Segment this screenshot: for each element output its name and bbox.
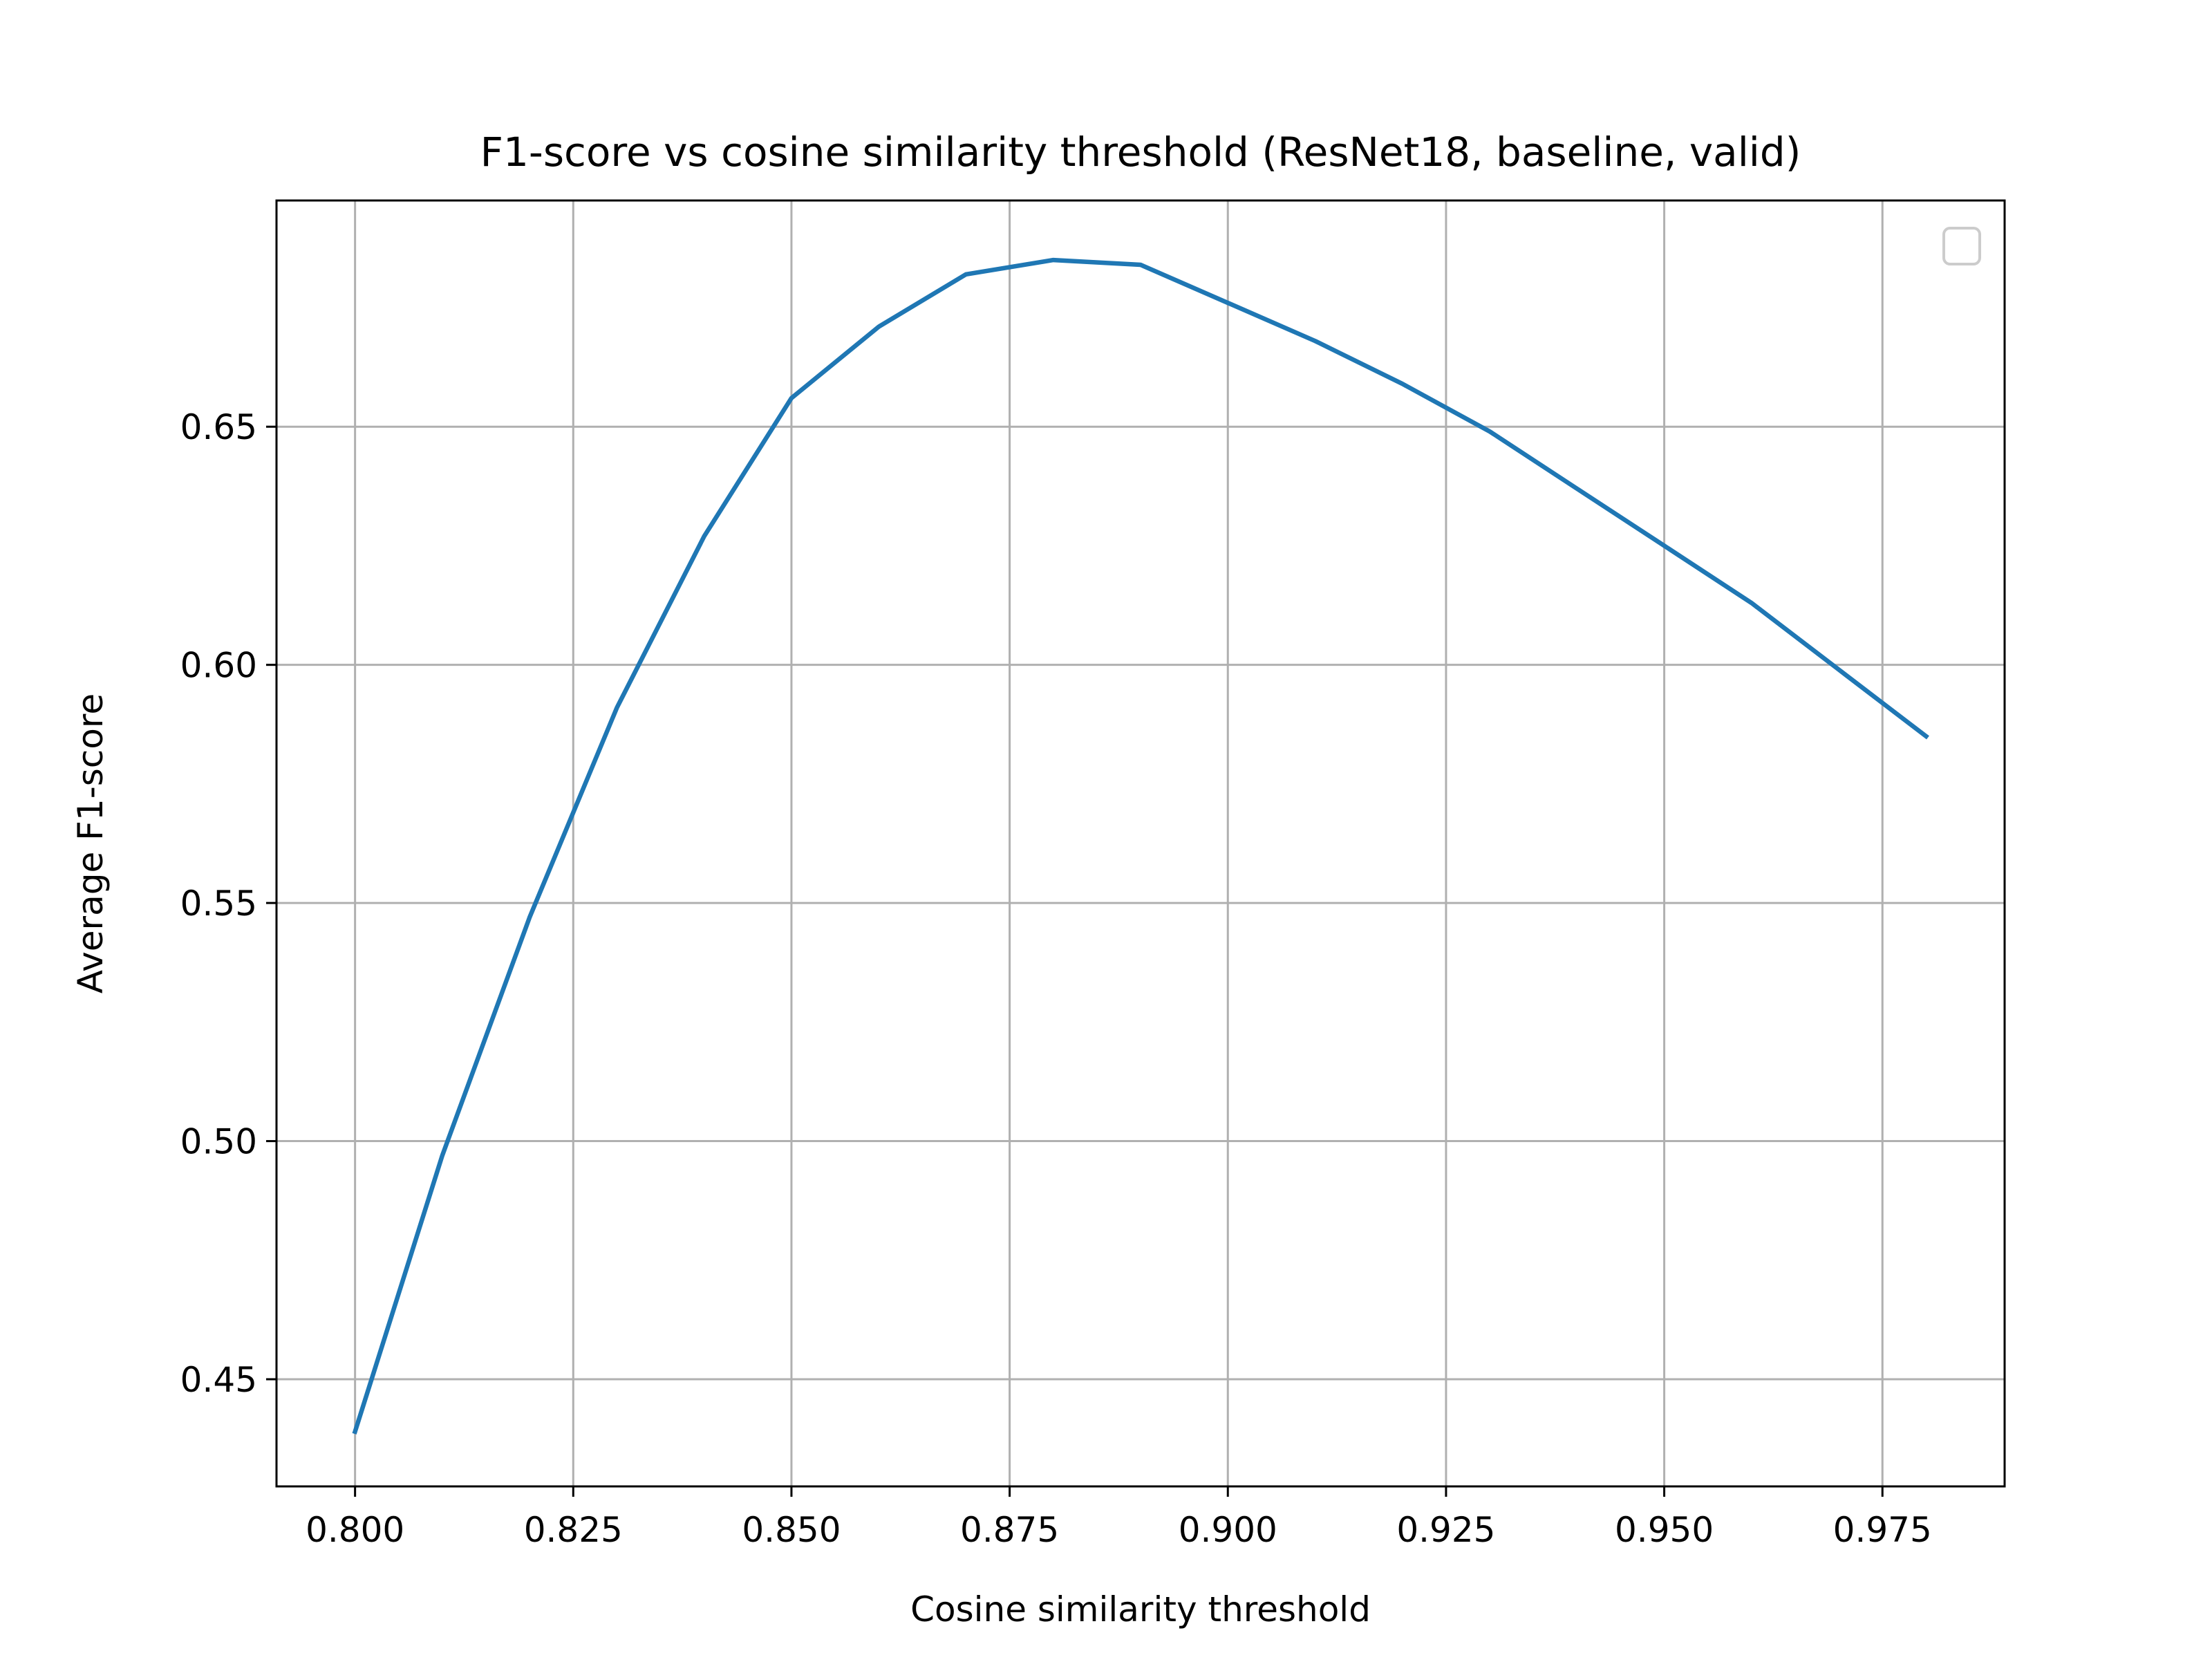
plot-data xyxy=(352,257,1929,1435)
x-tick-label: 0.950 xyxy=(1615,1510,1714,1550)
y-tick-label: 0.50 xyxy=(180,1122,257,1162)
ticks: 0.800 0.825 0.850 0.875 0.900 0.925 0.950 0.975… xyxy=(180,407,1932,1550)
axes-frame xyxy=(275,199,2006,1488)
legend xyxy=(1942,227,1981,265)
y-tick-label: 0.55 xyxy=(180,884,257,924)
x-tick-label: 0.925 xyxy=(1396,1510,1495,1550)
x-tick-label: 0.875 xyxy=(960,1510,1059,1550)
y-tick-label: 0.45 xyxy=(180,1360,257,1400)
grid xyxy=(276,200,2005,1486)
y-tick-label: 0.60 xyxy=(180,646,257,686)
x-tick-label: 0.900 xyxy=(1179,1510,1277,1550)
chart-title: F1-score vs cosine similarity threshold … xyxy=(480,129,1801,176)
y-tick-label: 0.65 xyxy=(180,407,257,447)
y-axis-label: Average F1-score xyxy=(71,693,111,993)
x-tick-label: 0.800 xyxy=(306,1510,404,1550)
x-tick-label: 0.825 xyxy=(524,1510,623,1550)
x-axis-label: Cosine similarity threshold xyxy=(910,1589,1371,1630)
series-line xyxy=(352,257,1929,1435)
x-tick-label: 0.850 xyxy=(742,1510,841,1550)
x-tick-label: 0.975 xyxy=(1833,1510,1932,1550)
